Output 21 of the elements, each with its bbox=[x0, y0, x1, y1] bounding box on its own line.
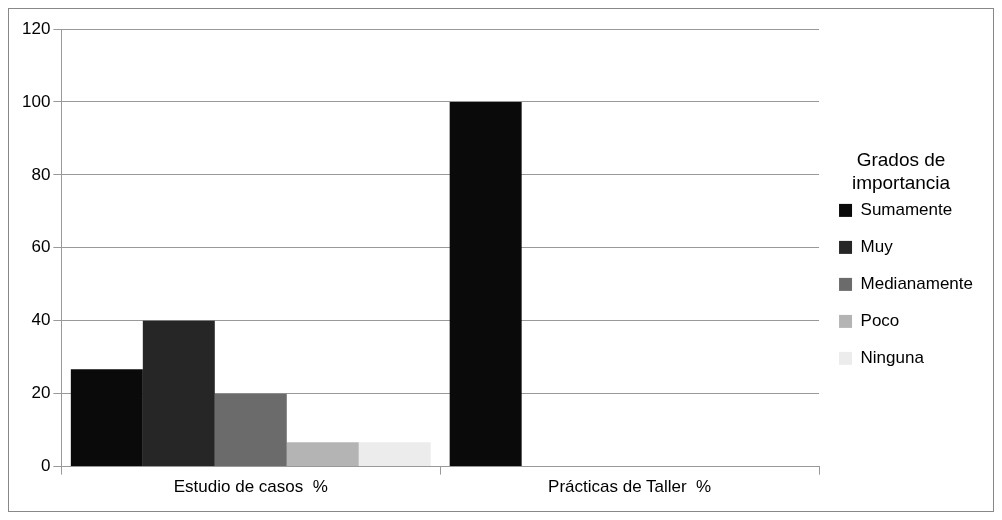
legend-label: Sumamente bbox=[860, 200, 953, 220]
y-tick-label: 20 bbox=[31, 383, 51, 403]
bar bbox=[358, 442, 431, 467]
x-tick-label: Prácticas de Taller % bbox=[548, 477, 712, 497]
legend-label: Muy bbox=[860, 237, 894, 257]
bar bbox=[214, 393, 287, 467]
bar bbox=[449, 101, 522, 467]
y-tick-label: 80 bbox=[31, 164, 51, 184]
legend-label: Ninguna bbox=[860, 348, 925, 368]
y-tick-label: 120 bbox=[21, 18, 51, 38]
y-tick-label: 100 bbox=[21, 91, 51, 111]
y-tick-label: 0 bbox=[40, 456, 51, 476]
legend-label: Medianamente bbox=[860, 274, 974, 294]
bar bbox=[142, 320, 215, 467]
x-tick-label: Estudio de casos % bbox=[173, 477, 328, 497]
bar bbox=[70, 369, 143, 467]
legend-title: Grados de importancia bbox=[851, 148, 951, 193]
legend-label: Poco bbox=[860, 311, 900, 331]
y-tick-label: 40 bbox=[31, 310, 51, 330]
y-tick-label: 60 bbox=[31, 237, 51, 257]
bar bbox=[286, 442, 359, 467]
